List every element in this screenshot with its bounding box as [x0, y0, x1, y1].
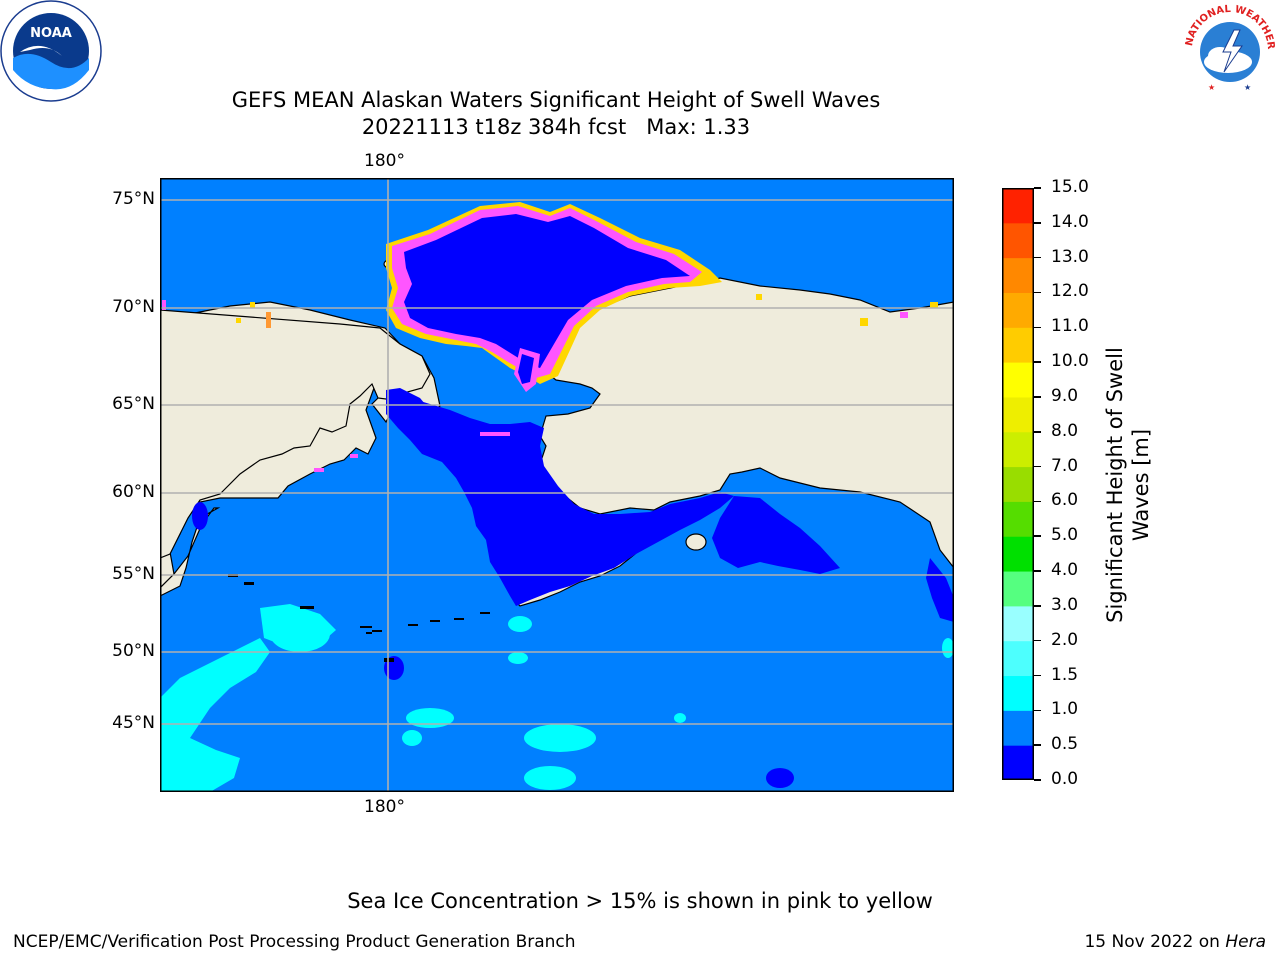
colorbar-tick-mark — [1034, 605, 1041, 607]
colorbar-tick-label: 5.0 — [1051, 525, 1079, 546]
colorbar-tick-mark — [1034, 431, 1041, 433]
footer-date-text: 15 Nov 2022 on — [1084, 932, 1226, 952]
colorbar-tick-mark — [1034, 639, 1041, 642]
colorbar-tick-label: 15.0 — [1051, 177, 1089, 197]
colorbar-tick-label: 0.0 — [1051, 769, 1079, 789]
colorbar-tick-mark — [1034, 187, 1041, 189]
colorbar-tick-label: 9.0 — [1051, 385, 1079, 406]
lat-label-60: 60°N — [112, 482, 155, 502]
map-panel — [159, 178, 955, 792]
footer-credit: NCEP/EMC/Verification Post Processing Pr… — [13, 932, 576, 952]
sea-ice-region — [386, 202, 722, 392]
colorbar-label: Significant Height of Swell Waves [m] — [1103, 347, 1153, 623]
colorbar-segment — [1002, 745, 1034, 781]
colorbar-tick-mark — [1034, 256, 1041, 259]
map-gridlines — [160, 178, 954, 792]
colorbar-segment — [1002, 292, 1034, 328]
colorbar-tick-label: 14.0 — [1051, 211, 1089, 232]
sea-ice-caption: Sea Ice Concentration > 15% is shown in … — [347, 889, 933, 913]
colorbar-tick-mark — [1034, 570, 1041, 572]
colorbar-segment — [1002, 362, 1034, 398]
colorbar-tick-mark — [1034, 779, 1041, 781]
colorbar-tick-mark — [1034, 396, 1041, 398]
colorbar-segment — [1002, 571, 1034, 607]
lat-label-70: 70°N — [112, 297, 155, 317]
lat-label-75: 75°N — [112, 189, 155, 209]
colorbar-tick-label: 4.0 — [1051, 560, 1079, 581]
colorbar-tick-label: 2.0 — [1051, 629, 1079, 650]
colorbar-tick-label: 1.5 — [1051, 664, 1079, 685]
svg-text:★: ★ — [1244, 83, 1251, 92]
colorbar-tick-mark — [1034, 744, 1041, 746]
lat-label-45: 45°N — [112, 713, 155, 733]
colorbar-tick-label: 12.0 — [1051, 281, 1089, 302]
colorbar-tick-mark — [1034, 291, 1041, 294]
colorbar-tick-label: 13.0 — [1051, 246, 1089, 267]
chart-title: GEFS MEAN Alaskan Waters Significant Hei… — [231, 88, 881, 112]
colorbar-segment — [1002, 605, 1034, 642]
colorbar-segment — [1002, 675, 1034, 711]
colorbar-tick-label: 8.0 — [1051, 420, 1079, 441]
colorbar-segment — [1002, 222, 1034, 259]
colorbar-tick-mark — [1034, 709, 1041, 712]
colorbar-tick-label: 6.0 — [1051, 490, 1079, 511]
colorbar-tick-label: 1.0 — [1051, 699, 1079, 720]
ocean-swell-1.0-1.5 — [160, 604, 954, 792]
colorbar-tick-mark — [1034, 361, 1041, 363]
lat-label-65: 65°N — [112, 394, 155, 414]
colorbar-tick-mark — [1034, 674, 1041, 677]
lat-label-50: 50°N — [112, 641, 155, 661]
colorbar-tick-label: 10.0 — [1051, 351, 1089, 372]
colorbar-segment — [1002, 536, 1034, 572]
svg-text:★: ★ — [1208, 83, 1215, 92]
colorbar-tick-label: 0.5 — [1051, 734, 1079, 755]
footer-machine: Hera — [1225, 932, 1266, 952]
footer-date: 15 Nov 2022 on Hera — [1084, 932, 1266, 952]
colorbar-tick-mark — [1034, 465, 1041, 468]
colorbar-segment — [1002, 640, 1034, 677]
colorbar-tick-mark — [1034, 500, 1041, 503]
coastal-ice-bits — [162, 294, 938, 472]
colorbar-tick-mark — [1034, 535, 1041, 537]
colorbar-segment — [1002, 466, 1034, 502]
colorbar-tick-label: 3.0 — [1051, 594, 1079, 615]
colorbar-segment — [1002, 431, 1034, 468]
colorbar-tick-label: 7.0 — [1051, 455, 1079, 476]
colorbar-tick-label: 11.0 — [1051, 316, 1089, 337]
lon-label-top: 180° — [364, 151, 405, 171]
colorbar-segment — [1002, 188, 1034, 224]
svg-text:NOAA: NOAA — [30, 26, 72, 41]
colorbar-segment — [1002, 257, 1034, 293]
nws-logo: NATIONAL WEATHER SERVICE ★ ★ — [1174, 0, 1280, 100]
colorbar — [1002, 188, 1034, 781]
colorbar-segment — [1002, 396, 1034, 433]
noaa-logo: NOAA — [0, 0, 104, 104]
lat-label-55: 55°N — [112, 564, 155, 584]
chart-subtitle: 20221113 t18z 384h fcst Max: 1.33 — [361, 115, 751, 139]
lon-label-bottom: 180° — [364, 797, 405, 817]
colorbar-segment — [1002, 501, 1034, 537]
ocean-swell-0-0.5 — [192, 388, 954, 788]
colorbar-tick-mark — [1034, 326, 1041, 329]
colorbar-segment — [1002, 327, 1034, 363]
colorbar-segment — [1002, 710, 1034, 746]
colorbar-tick-mark — [1034, 222, 1041, 224]
